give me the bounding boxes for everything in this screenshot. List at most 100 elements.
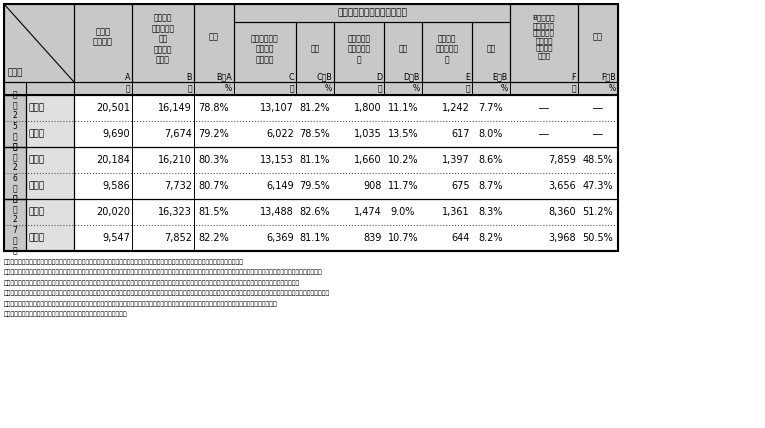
- Text: 割合: 割合: [593, 32, 603, 41]
- Text: 中学校: 中学校: [28, 234, 44, 243]
- Text: Bのうち、
総合型校務
支援システ
ムを整備
している
学校数: Bのうち、 総合型校務 支援システ ムを整備 している 学校数: [532, 15, 555, 59]
- Text: 617: 617: [451, 129, 470, 139]
- Text: 平
成
2
6
年
度: 平 成 2 6 年 度: [12, 143, 18, 203]
- Bar: [26, 173, 74, 199]
- Bar: [26, 199, 74, 225]
- Text: D: D: [376, 72, 382, 81]
- Text: 51.2%: 51.2%: [583, 207, 614, 217]
- Text: 11.7%: 11.7%: [388, 181, 418, 191]
- Bar: [4, 199, 26, 251]
- Text: 学校単独で
整備してい
る: 学校単独で 整備してい る: [347, 34, 370, 64]
- Text: D／B: D／B: [404, 72, 420, 81]
- Text: F／B: F／B: [601, 72, 616, 81]
- Bar: [4, 82, 618, 95]
- Text: 平
成
2
5
年
度: 平 成 2 5 年 度: [12, 90, 18, 152]
- Text: 80.7%: 80.7%: [199, 181, 230, 191]
- Text: 81.1%: 81.1%: [300, 233, 330, 243]
- Text: 校: 校: [571, 84, 576, 93]
- Text: 82.6%: 82.6%: [300, 207, 330, 217]
- Text: 中学校: 中学校: [28, 181, 44, 190]
- Bar: [234, 4, 510, 22]
- Text: ―: ―: [539, 103, 549, 113]
- Bar: [472, 22, 510, 82]
- Bar: [4, 95, 26, 147]
- Text: 注３）　「併用して整備している」とは、教育委員会が一括して整備している校務支援システムと、それの不足する機能を補うため、別の校務支援システムを併用して整備してい: 注３） 「併用して整備している」とは、教育委員会が一括して整備している校務支援シ…: [4, 291, 330, 296]
- Text: 8.0%: 8.0%: [479, 129, 503, 139]
- Text: 割合: 割合: [311, 45, 320, 54]
- Text: F: F: [571, 72, 576, 81]
- Bar: [578, 4, 618, 82]
- Text: 校: 校: [377, 84, 382, 93]
- Bar: [4, 147, 26, 199]
- Text: 中学校: 中学校: [28, 130, 44, 139]
- Text: 8.6%: 8.6%: [479, 155, 503, 165]
- Text: 20,501: 20,501: [96, 103, 130, 113]
- Text: 9,690: 9,690: [103, 129, 130, 139]
- Text: 8.7%: 8.7%: [479, 181, 503, 191]
- Text: 20,184: 20,184: [96, 155, 130, 165]
- Bar: [334, 22, 384, 82]
- Text: C: C: [288, 72, 294, 81]
- Text: 6,369: 6,369: [266, 233, 294, 243]
- Text: 644: 644: [451, 233, 470, 243]
- Text: 13,107: 13,107: [260, 103, 294, 113]
- Text: 82.2%: 82.2%: [199, 233, 230, 243]
- Text: 校: 校: [465, 84, 470, 93]
- Text: 1,361: 1,361: [442, 207, 470, 217]
- Text: 小学校: 小学校: [28, 104, 44, 113]
- Text: 1,242: 1,242: [442, 103, 470, 113]
- Text: 10.2%: 10.2%: [388, 155, 418, 165]
- Text: 7,732: 7,732: [164, 181, 192, 191]
- Text: %: %: [413, 84, 420, 93]
- Text: 6,149: 6,149: [266, 181, 294, 191]
- Bar: [4, 95, 618, 251]
- Text: A: A: [125, 72, 130, 81]
- Bar: [384, 22, 422, 82]
- Text: 学校種: 学校種: [8, 68, 24, 77]
- Text: 9.0%: 9.0%: [391, 207, 415, 217]
- Text: 7.7%: 7.7%: [479, 103, 503, 113]
- Text: ―: ―: [593, 103, 603, 113]
- Bar: [296, 22, 334, 82]
- Text: 校: 校: [187, 84, 192, 93]
- Text: 校: 校: [289, 84, 294, 93]
- Text: 80.3%: 80.3%: [199, 155, 230, 165]
- Text: 9,547: 9,547: [102, 233, 130, 243]
- Text: 注４）　ここでいう「総合型校務支援システム」とは、教務系（成績処理、出欠管理、時数等）・保健系（健康診断票、保健室管理等）・指導要録等の学籍関係、: 注４） ここでいう「総合型校務支援システム」とは、教務系（成績処理、出欠管理、時…: [4, 301, 278, 306]
- Text: 7,852: 7,852: [164, 233, 192, 243]
- Text: E／B: E／B: [493, 72, 508, 81]
- Text: 16,323: 16,323: [158, 207, 192, 217]
- Text: 50.5%: 50.5%: [583, 233, 614, 243]
- Text: %: %: [325, 84, 332, 93]
- Bar: [4, 82, 618, 95]
- Text: 1,035: 1,035: [354, 129, 382, 139]
- Text: 78.5%: 78.5%: [300, 129, 330, 139]
- Text: 1,800: 1,800: [354, 103, 382, 113]
- Bar: [422, 22, 472, 82]
- Text: C／B: C／B: [316, 72, 332, 81]
- Text: ―: ―: [539, 129, 549, 139]
- Bar: [4, 4, 618, 82]
- Text: 割合: 割合: [487, 45, 496, 54]
- Bar: [26, 95, 74, 121]
- Text: 9,586: 9,586: [103, 181, 130, 191]
- Bar: [26, 121, 74, 147]
- Bar: [26, 147, 74, 173]
- Text: 7,859: 7,859: [549, 155, 576, 165]
- Text: 8.2%: 8.2%: [479, 233, 503, 243]
- Text: 校務支援システムの整備主体: 校務支援システムの整備主体: [337, 9, 407, 18]
- Text: 学校数
（再掲）: 学校数 （再掲）: [93, 27, 113, 47]
- Bar: [234, 22, 296, 82]
- Text: 10.7%: 10.7%: [388, 233, 418, 243]
- Bar: [194, 4, 234, 82]
- Text: 割合: 割合: [209, 32, 219, 41]
- Text: 839: 839: [363, 233, 382, 243]
- Text: 教育委員会で
一括整備
している: 教育委員会で 一括整備 している: [251, 34, 279, 64]
- Text: 校務支援
システムを
整備
している
学校数: 校務支援 システムを 整備 している 学校数: [151, 14, 174, 64]
- Text: 8.3%: 8.3%: [479, 207, 503, 217]
- Text: 13.5%: 13.5%: [388, 129, 418, 139]
- Text: 小学校: 小学校: [28, 208, 44, 217]
- Text: 注２）　「教育委員会で一括整備している」とは、教育委員会が域内の学校が利用することを目的とし、一括して整備した校務支援システムを学校が利用している場合をいう。: 注２） 「教育委員会で一括整備している」とは、教育委員会が域内の学校が利用するこ…: [4, 280, 300, 285]
- Text: 3,968: 3,968: [549, 233, 576, 243]
- Text: 47.3%: 47.3%: [583, 181, 614, 191]
